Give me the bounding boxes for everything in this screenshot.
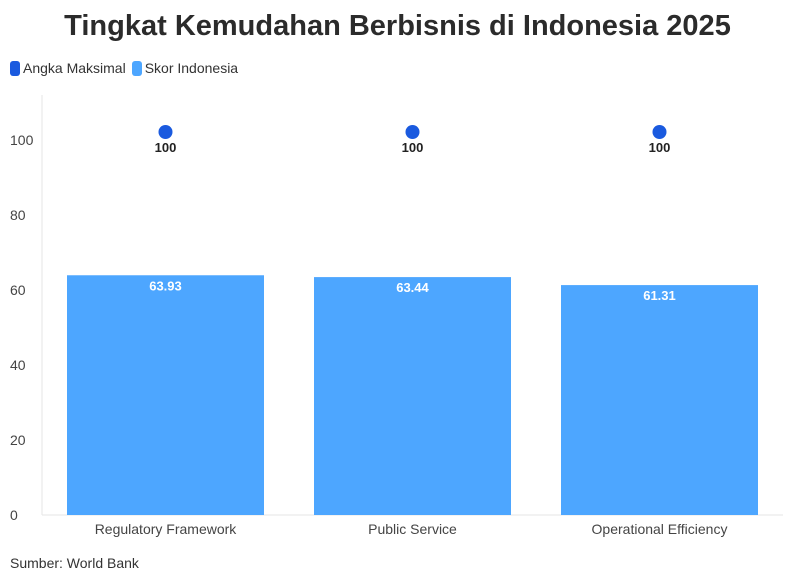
- max-point: [158, 125, 173, 139]
- x-tick-label: Public Service: [368, 521, 457, 537]
- x-tick-label: Regulatory Framework: [95, 521, 238, 537]
- y-tick-label: 60: [10, 282, 26, 298]
- legend-swatch-max: [10, 60, 20, 76]
- x-tick-label: Operational Efficiency: [592, 521, 728, 537]
- max-point-label: 100: [155, 140, 177, 155]
- bar-value-label: 61.31: [643, 288, 676, 303]
- y-tick-label: 0: [10, 507, 18, 523]
- bar-value-label: 63.93: [149, 278, 182, 293]
- source-note: Sumber: World Bank: [10, 555, 139, 571]
- y-tick-label: 20: [10, 432, 26, 448]
- bar-value-label: 63.44: [396, 280, 429, 295]
- chart-title: Tingkat Kemudahan Berbisnis di Indonesia…: [64, 10, 731, 42]
- max-point: [405, 125, 420, 139]
- max-point: [652, 125, 667, 139]
- bar: [67, 275, 264, 515]
- legend-swatch-score: [131, 60, 142, 76]
- y-tick-label: 80: [10, 207, 26, 223]
- legend-item-max[interactable]: Angka Maksimal: [10, 60, 126, 76]
- max-point-label: 100: [402, 140, 424, 155]
- legend-label-max: Angka Maksimal: [23, 60, 126, 76]
- bar: [314, 277, 511, 515]
- max-point-label: 100: [649, 140, 671, 155]
- legend-item-score[interactable]: Skor Indonesia: [131, 60, 239, 76]
- y-tick-label: 40: [10, 357, 26, 373]
- legend: Angka Maksimal Skor Indonesia: [10, 60, 244, 76]
- bar: [561, 285, 758, 515]
- y-tick-label: 100: [10, 132, 34, 148]
- legend-label-score: Skor Indonesia: [144, 60, 239, 76]
